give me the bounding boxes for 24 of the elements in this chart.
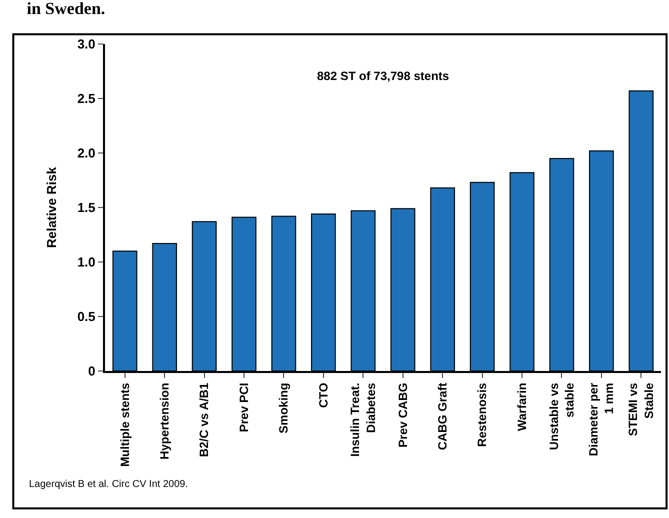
y-tick-label: 0 <box>88 364 96 379</box>
x-tick-label: Insulin Treat. Diabetes <box>348 382 378 457</box>
x-tick-label: CTO <box>316 382 330 408</box>
y-tick-label: 1.0 <box>77 254 96 270</box>
chart-title: in Sweden. <box>26 0 106 18</box>
x-tick-label: Hypertension <box>157 382 172 460</box>
x-tick-label: Warfarin <box>514 382 529 432</box>
y-axis-title: Relative Risk <box>44 166 59 248</box>
x-tick-label: Prev CABG <box>396 382 410 448</box>
text: Lagerqvist B et al. Circ CV Int 2009. <box>29 479 188 490</box>
x-tick-label: CABG Graft <box>435 382 450 450</box>
x-tick-label: Restenosis <box>475 382 490 447</box>
x-tick-label: B2/C vs A/B1 <box>197 382 212 458</box>
x-tick-label: Smoking <box>276 382 291 434</box>
y-tick-label: 1.5 <box>77 200 96 216</box>
x-tick-label: Multiple stents <box>118 382 132 467</box>
y-tick-label: 2.5 <box>77 91 96 106</box>
x-tick-label: Unstable vs stable <box>546 382 576 450</box>
y-tick-label: 0.5 <box>77 309 96 324</box>
y-tick-label: 3.0 <box>77 36 96 52</box>
x-tick-label: STEMI vs Stable <box>626 382 656 436</box>
y-tick-label: 2.0 <box>77 146 96 161</box>
x-tick-label: Prev PCI <box>236 382 251 432</box>
annotation: 882 ST of 73,798 stents <box>317 69 450 83</box>
